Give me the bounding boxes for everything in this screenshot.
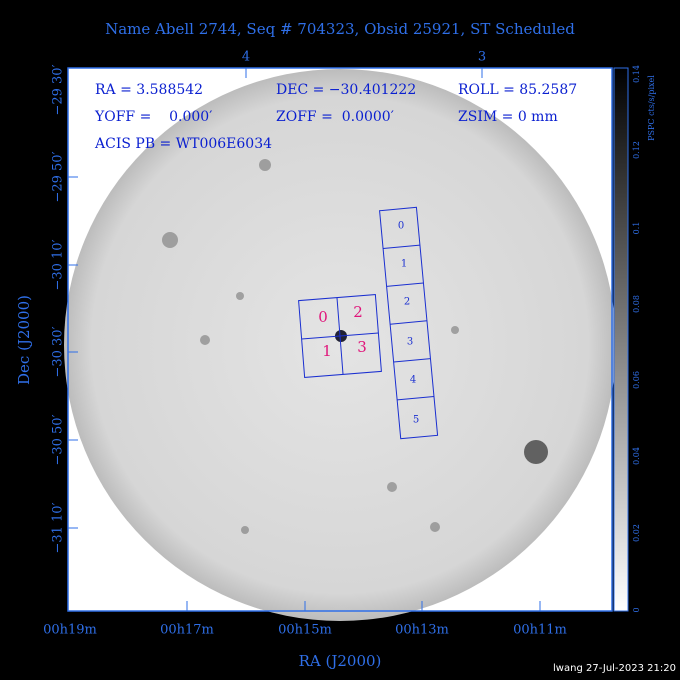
acis-i-chip-label: 3 <box>357 338 367 356</box>
colorbar-label: 0.1 <box>632 222 641 235</box>
info-text: RA = 3.588542 <box>95 82 203 98</box>
info-text: YOFF = 0.000′ <box>94 109 212 125</box>
ra-tick-label: 00h15m <box>278 623 332 638</box>
colorbar-label: 0.06 <box>632 371 641 389</box>
acis-i-chip-label: 1 <box>322 342 332 360</box>
colorbar-label: 0 <box>632 607 641 612</box>
info-text: DEC = −30.401222 <box>276 82 416 98</box>
info-text: ZSIM = 0 mm <box>458 109 558 125</box>
acis-s-array <box>379 206 439 440</box>
ra-axis-title: RA (J2000) <box>299 652 382 670</box>
pspc-field <box>64 69 616 621</box>
colorbar-label: 0.04 <box>632 447 641 465</box>
dec-tick-label: −31 10′ <box>51 502 66 553</box>
footer: lwang 27-Jul-2023 21:20 <box>553 663 676 674</box>
top-tick-label: 4 <box>242 50 250 65</box>
acis-s-chip-label: 5 <box>413 415 419 426</box>
colorbar-label: 0.14 <box>632 65 641 83</box>
colorbar <box>613 67 629 612</box>
acis-s-chip-label: 4 <box>410 375 416 386</box>
dec-axis-title: Dec (J2000) <box>15 295 33 385</box>
dec-tick-label: −30 30′ <box>51 326 66 377</box>
acis-s-chip-label: 1 <box>401 259 407 270</box>
sources <box>162 159 459 534</box>
frame-ticks <box>68 68 541 611</box>
ra-tick-label: 00h13m <box>395 623 449 638</box>
colorbar-label: 0.02 <box>632 524 641 542</box>
ra-tick-label: 00h17m <box>160 623 214 638</box>
ra-tick-label: 00h19m <box>43 623 97 638</box>
dec-tick-label: −29 30′ <box>51 64 66 115</box>
dec-tick-label: −30 50′ <box>51 414 66 465</box>
info-text: ZOFF = 0.0000′ <box>276 109 394 125</box>
info-text: ROLL = 85.2587 <box>458 82 577 98</box>
acis-i-chip-label: 2 <box>353 303 363 321</box>
colorbar-title: PSPC cts/s/pixel <box>647 75 656 141</box>
dec-tick-label: −29 50′ <box>51 151 66 202</box>
title: Name Abell 2744, Seq # 704323, Obsid 259… <box>105 20 575 38</box>
dec-tick-label: −30 10′ <box>51 239 66 290</box>
acis-i-chip-label: 0 <box>318 308 328 326</box>
colorbar-label: 0.12 <box>632 141 641 159</box>
top-tick-label: 3 <box>478 50 486 65</box>
acis-s-chip-label: 3 <box>407 337 413 348</box>
frame <box>67 67 613 612</box>
ra-tick-label: 00h11m <box>513 623 567 638</box>
acis-s-chip-label: 2 <box>404 297 410 308</box>
colorbar-label: 0.08 <box>632 295 641 313</box>
bright-source <box>524 440 548 464</box>
acis-s-chip-label: 0 <box>398 221 404 232</box>
info-text: ACIS PB = WT006E6034 <box>94 136 272 152</box>
acis-i-array <box>298 294 382 378</box>
